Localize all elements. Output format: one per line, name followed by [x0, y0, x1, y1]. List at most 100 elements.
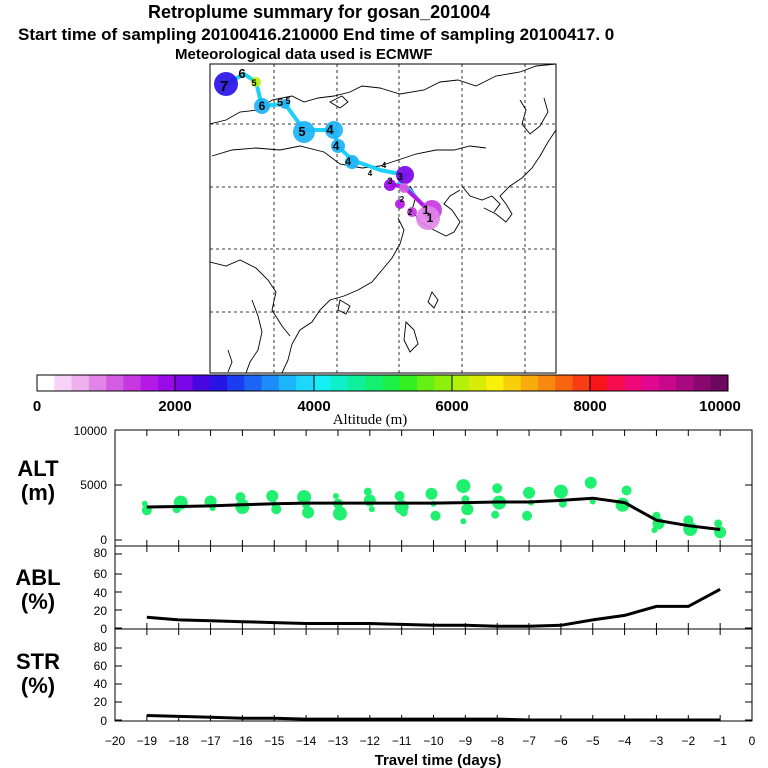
x-tick-label: −8 [490, 734, 504, 748]
colorbar-cell [520, 375, 539, 391]
colorbar-cell [209, 375, 228, 391]
alt-scatter-point [394, 491, 405, 501]
colorbar-tick-6000: 6000 [435, 398, 468, 415]
alt-ytick-5000: 5000 [80, 478, 107, 492]
str-line [146, 714, 721, 722]
colorbar-cell [313, 375, 332, 391]
trajectory-marker [399, 183, 409, 193]
str-unit: (%) [21, 673, 55, 698]
trajectory-marker [407, 207, 417, 217]
colorbar-cell [417, 375, 435, 391]
trajectory-day-label: 5 [285, 96, 290, 106]
colorbar-cell [175, 375, 193, 391]
colorbar-tick-4000: 4000 [297, 398, 330, 415]
colorbar-cell [641, 375, 660, 391]
trajectory-marker [345, 155, 359, 169]
abl-line [146, 587, 721, 628]
colorbar-tick-2000: 2000 [158, 398, 191, 415]
trajectory-day-label: 6 [238, 66, 245, 81]
abl-ytick-0: 0 [100, 622, 107, 636]
str-ytick-20: 20 [94, 695, 108, 709]
x-axis-label: Travel time (days) [375, 752, 502, 768]
x-tick-label: −19 [137, 734, 158, 748]
alt-scatter-point [332, 506, 347, 521]
x-tick-label: −1 [713, 734, 727, 748]
x-tick-label: −3 [650, 734, 664, 748]
alt-scatter-point [491, 510, 500, 519]
trajectory-day-label: 1 [427, 211, 434, 225]
colorbar-cell [330, 375, 349, 391]
colorbar-cell [572, 375, 591, 391]
str-ytick-80: 80 [94, 640, 108, 654]
trajectory-day-label: 2 [408, 208, 413, 217]
alt-label: ALT [17, 456, 59, 481]
colorbar-cell [296, 375, 314, 391]
alt-scatter-point [584, 476, 597, 489]
alt-scatter-point [363, 487, 372, 496]
alt-ytick-10000: 10000 [74, 424, 108, 438]
sampling-time: Start time of sampling 20100416.210000 E… [18, 25, 615, 44]
trajectory-day-label: 2 [400, 195, 405, 204]
trajectory-marker [280, 99, 290, 109]
x-tick-label: −11 [392, 734, 412, 748]
colorbar-cell [399, 375, 418, 391]
x-tick-label: 0 [749, 734, 756, 748]
alt-scatter-point [235, 492, 246, 503]
colorbar-cell [278, 375, 297, 391]
colorbar-cell [123, 375, 142, 391]
colorbar-cell [261, 375, 280, 391]
x-tick-label: −10 [423, 734, 444, 748]
colorbar-cell [347, 375, 366, 391]
colorbar-cell [106, 375, 124, 391]
trajectory-day-label: 5 [251, 78, 256, 88]
colorbar-cell [693, 375, 712, 391]
colorbar: 0 2000 4000 6000 8000 10000 Altitude (m) [33, 374, 741, 428]
abl-ytick-20: 20 [94, 604, 108, 618]
alt-scatter-point [332, 493, 339, 499]
trajectory-day-label: 4 [345, 156, 352, 168]
colorbar-cell [71, 375, 90, 391]
colorbar-cell [244, 375, 262, 391]
map-frame [209, 63, 557, 374]
chart-title: Retroplume summary for gosan_201004 [148, 2, 491, 22]
colorbar-tick-8000: 8000 [573, 398, 606, 415]
str-panel [114, 628, 753, 722]
alt-line [146, 496, 721, 532]
alt-scatter-point [399, 508, 408, 517]
abl-ytick-40: 40 [94, 586, 108, 600]
colorbar-cell [140, 375, 159, 391]
trajectory-day-label: 5 [298, 124, 305, 139]
alt-scatter-point [460, 518, 467, 525]
trajectory-marker [384, 179, 396, 191]
colorbar-cell [710, 375, 729, 391]
x-tick-label: −4 [618, 734, 632, 748]
trajectory-marker [396, 166, 414, 184]
trajectory-day-label: 4 [333, 139, 340, 153]
colorbar-cell [555, 375, 573, 391]
trajectory-marker [251, 77, 261, 87]
colorbar-cell [37, 375, 55, 391]
colorbar-cell [607, 375, 625, 391]
colorbar-cell [365, 375, 383, 391]
colorbar-cell [157, 375, 176, 391]
alt-scatter-point [456, 479, 471, 494]
x-tick-label: −7 [522, 734, 536, 748]
colorbar-cell [624, 375, 643, 391]
abl-label: ABL [15, 565, 60, 590]
x-tick-label: −9 [459, 734, 473, 748]
colorbar-frame [36, 374, 729, 392]
x-tick-label: −6 [554, 734, 568, 748]
colorbar-cell [468, 375, 487, 391]
str-ytick-40: 40 [94, 677, 108, 691]
trajectory-marker [254, 98, 270, 114]
trajectory-day-label: 3 [387, 176, 392, 186]
colorbar-cell [658, 375, 677, 391]
trajectory-marker [293, 121, 315, 143]
x-tick-label: −20 [105, 734, 126, 748]
colorbar-cell [192, 375, 211, 391]
abl-panel [114, 545, 753, 630]
alt-scatter-point [271, 504, 282, 515]
alt-scatter-point [266, 490, 279, 502]
